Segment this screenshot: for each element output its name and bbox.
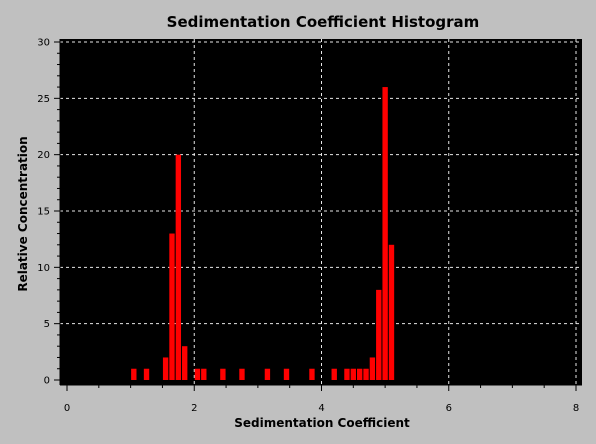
histogram-bar xyxy=(264,368,271,380)
chart-title: Sedimentation Coefficient Histogram xyxy=(167,13,480,31)
histogram-bar xyxy=(220,368,226,380)
histogram-bar xyxy=(182,346,188,380)
histogram-bar xyxy=(143,368,150,380)
y-tick-label: 25 xyxy=(37,94,50,105)
x-tick-label: 8 xyxy=(573,403,579,414)
histogram-bar xyxy=(201,368,207,380)
x-axis-label: Sedimentation Coefficient xyxy=(234,416,410,430)
histogram-bar xyxy=(369,357,376,380)
y-tick-label: 5 xyxy=(44,319,50,330)
grid-lines xyxy=(60,39,582,385)
histogram-bar xyxy=(309,368,315,380)
histogram-bar xyxy=(363,368,369,380)
histogram-bar xyxy=(344,368,350,380)
bars xyxy=(131,87,395,381)
histogram-bar xyxy=(239,368,245,380)
histogram-bar xyxy=(331,368,337,380)
histogram-bar xyxy=(382,87,388,381)
histogram-bar xyxy=(131,368,137,380)
histogram-bar xyxy=(350,368,356,380)
histogram-bar xyxy=(388,244,395,380)
x-tick-label: 4 xyxy=(318,403,324,414)
x-tick-label: 2 xyxy=(191,403,197,414)
y-tick-label: 15 xyxy=(37,207,50,218)
histogram-bar xyxy=(376,289,382,380)
x-tick-label: 0 xyxy=(64,403,70,414)
y-tick-label: 0 xyxy=(44,376,50,387)
x-tick-label: 6 xyxy=(446,403,452,414)
histogram-bar xyxy=(283,368,290,380)
histogram-bar xyxy=(194,368,201,380)
y-axis-label: Relative Concentration xyxy=(16,136,30,291)
y-tick-label: 10 xyxy=(37,263,50,274)
y-tick-label: 30 xyxy=(37,38,50,49)
histogram-bar xyxy=(162,357,169,380)
histogram-bar xyxy=(356,368,363,380)
y-tick-label: 20 xyxy=(37,150,50,161)
y-axis-ticks: 0 5 10 15 20 25 30 xyxy=(37,38,60,387)
histogram-bar xyxy=(175,154,182,380)
histogram-bar xyxy=(169,233,175,380)
x-axis-ticks: 0 2 4 6 8 xyxy=(64,385,579,414)
